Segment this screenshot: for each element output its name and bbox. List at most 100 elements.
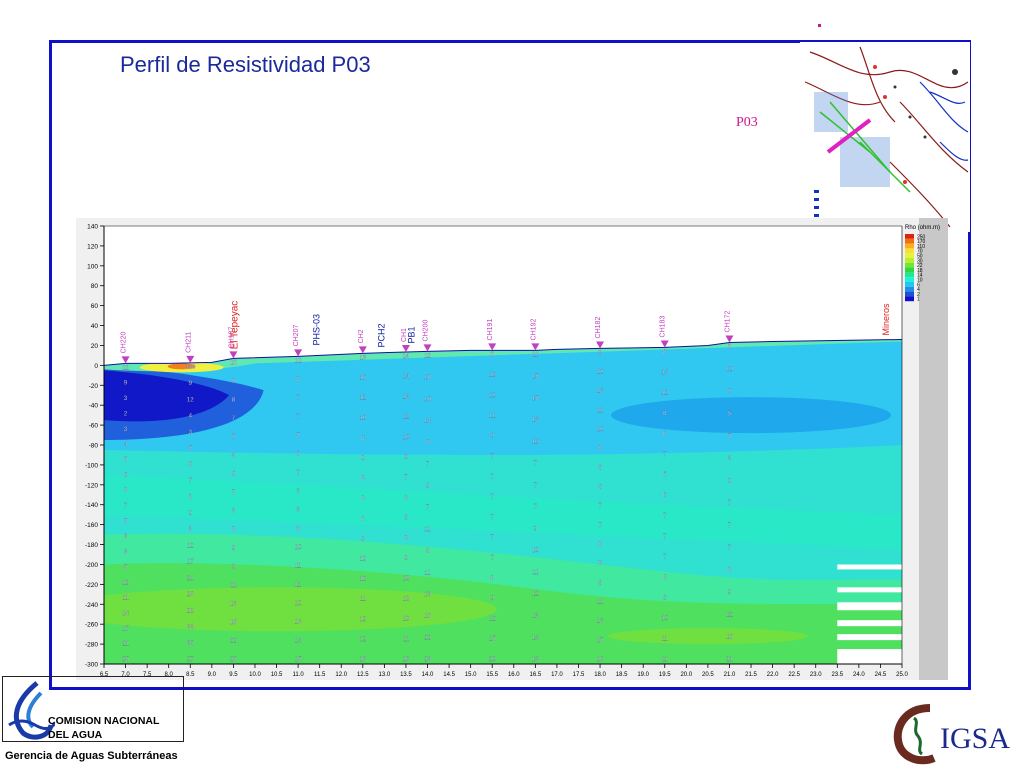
sounding-value: 16 [424,397,431,403]
sounding-value: 7 [728,545,732,551]
y-tick-label: -160 [85,522,98,529]
sounding-value: 5 [296,433,300,439]
legend-value: 2 [917,292,920,298]
sounding-value: 16 [597,657,604,663]
x-tick-label: 23.0 [810,672,822,678]
sounding-value: 5 [728,434,732,440]
legend-swatch [905,248,914,254]
sounding-value: 12 [359,396,366,402]
sounding-value: 9 [728,590,732,596]
y-tick-label: -20 [89,383,99,390]
ground-surface-line [104,339,902,366]
map-profile-label: P03 [736,115,758,130]
legend-value: 30 [917,258,923,264]
sounding-value: 25 [230,657,237,663]
sounding-value: 8 [296,526,300,532]
sounding-value: 10 [359,416,366,422]
sounding-value: 17 [122,626,129,632]
sounding-value: 12 [187,543,194,549]
slide-title: Perfil de Resistividad P03 [120,52,371,77]
sounding-value: 12 [295,601,302,607]
y-tick-label: -260 [85,622,98,629]
sounding-value: 10 [597,370,604,376]
x-tick-label: 10.0 [249,672,261,678]
sounding-value: 7 [232,416,236,422]
conagua-subtitle: Gerencia de Aguas Subterráneas [5,750,178,762]
sounding-label: CH172 [724,311,731,333]
x-tick-label: 19.0 [637,672,649,678]
layer-resistive-core [167,363,196,370]
sounding-value: 15 [295,657,302,663]
sounding-value: 7 [663,452,667,458]
sounding-marker [660,340,669,348]
y-tick-label: -300 [85,662,98,669]
x-tick-label: 18.0 [594,672,606,678]
sounding-value: 5 [189,446,193,452]
sounding-value: 20 [424,635,431,641]
sounding-value: 3 [124,550,128,556]
legend-value: 1 [917,297,920,303]
sounding-value: 4 [232,453,236,459]
sounding-value: 13 [597,619,604,625]
sounding-value: 8 [426,440,430,446]
sounding-value: 9 [124,381,128,387]
sounding-value: 8 [124,488,128,494]
sounding-label: CH191 [487,319,494,341]
sounding-value: 11 [360,597,367,603]
sounding-value: 16 [230,620,237,626]
sounding-value: 20 [187,608,194,614]
sounding-value: 20 [489,657,496,663]
sounding-value: 12 [489,616,496,622]
sounding-value: 7 [663,534,667,540]
sounding-value: 14 [424,418,431,424]
sounding-value: 7 [189,478,193,484]
x-tick-label: 15.5 [486,672,498,678]
sounding-value: 7 [491,555,495,561]
sounding-value: 25 [122,657,129,663]
sounding-label: CH200 [423,320,430,342]
legend-title: Rho (ohm.m) [905,225,940,231]
sounding-value: 11 [424,570,431,576]
conagua-name-line1: COMISION NACIONAL [48,715,160,727]
conagua-logo-box [2,676,184,742]
sounding-value: 12 [122,365,129,371]
sounding-value: 11 [532,352,539,358]
y-tick-label: -140 [85,502,98,509]
sounding-value: 3 [124,427,128,433]
sounding-value: 13 [424,592,431,598]
sounding-value: 8 [361,436,365,442]
sounding-value: 7 [663,513,667,519]
sounding-value: 8 [296,377,300,383]
sounding-value: 5 [728,411,732,417]
sounding-value: 7 [491,535,495,541]
sounding-value: 18 [424,375,431,381]
x-tick-label: 12.5 [357,672,369,678]
sounding-value: 7 [296,470,300,476]
sounding-value: 13 [359,355,366,361]
x-tick-label: 12.0 [335,672,347,678]
sounding-value: 4 [124,442,128,448]
sounding-label: CH183 [660,316,667,338]
no-data-patch [837,602,902,611]
y-tick-label: 140 [87,224,98,231]
sounding-value: 6 [296,452,300,458]
sounding-value: 7 [728,501,732,507]
sounding-value: 10 [359,577,366,583]
sounding-value: 6 [728,478,732,484]
sounding-value: 9 [491,596,495,602]
sounding-value: 5 [663,472,667,478]
sounding-value: 13 [597,389,604,395]
sounding-value: 4 [189,414,193,420]
sounding-label: CH1 [401,328,408,342]
sounding-value: 7 [296,396,300,402]
sounding-marker [186,355,195,363]
y-tick-label: -200 [85,562,98,569]
sounding-value: 348 [185,365,196,371]
location-map [800,42,970,232]
sounding-value: 7 [598,504,602,510]
sounding-value: 6 [598,465,602,471]
sounding-value: 8 [598,446,602,452]
sounding-value: 14 [403,374,410,380]
station-annotation: PB1 [407,326,417,343]
x-tick-label: 11.5 [314,672,326,678]
